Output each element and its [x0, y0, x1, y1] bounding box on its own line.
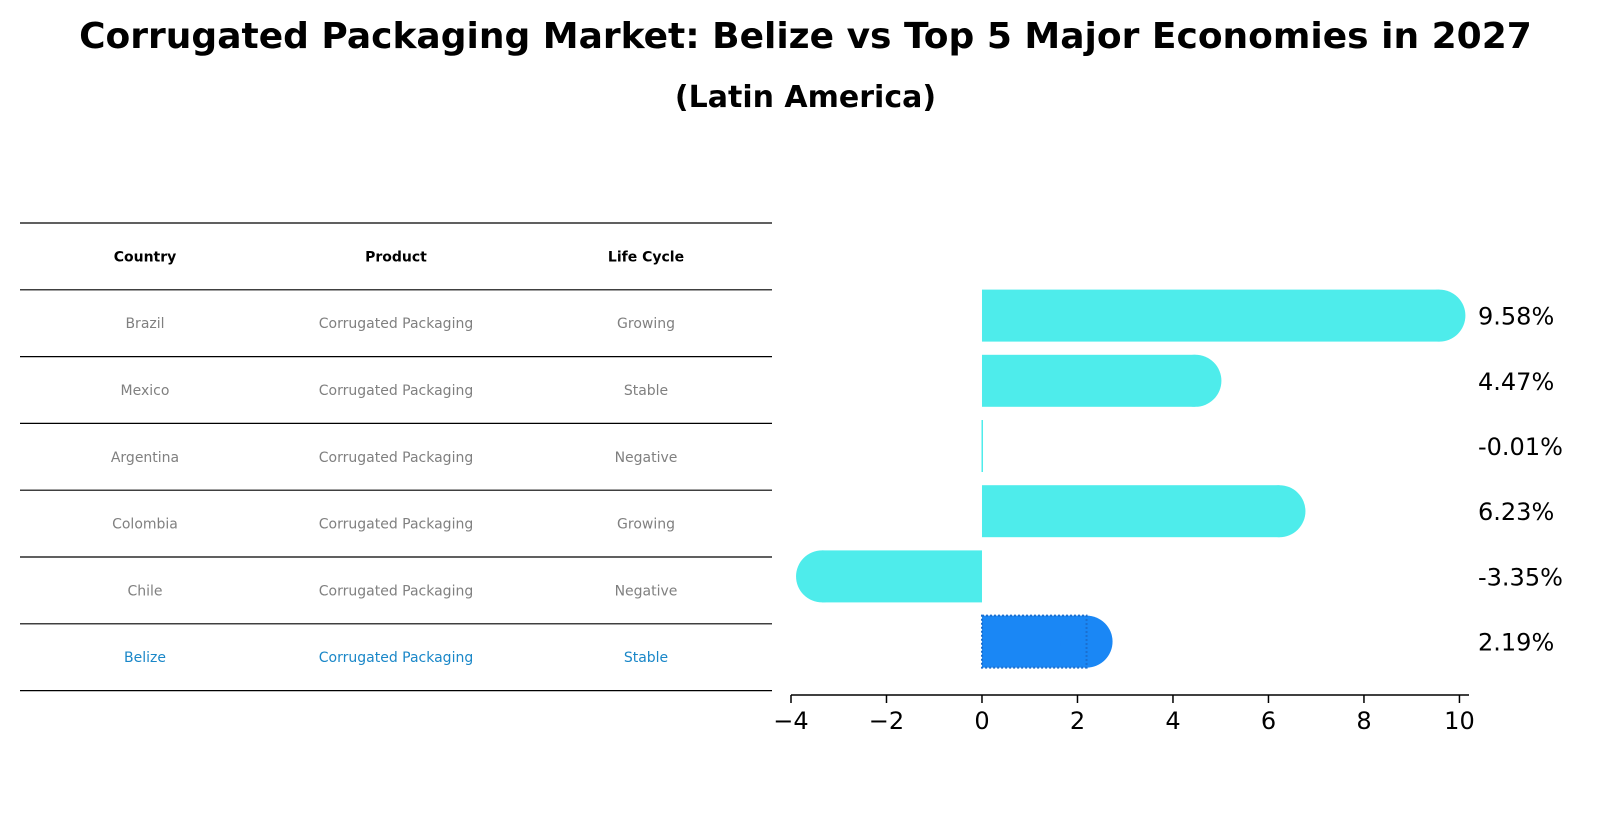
table-cell-life-cycle: Growing — [617, 517, 675, 533]
table-cell-country: Mexico — [121, 383, 170, 399]
data-label: 4.47% — [1478, 368, 1554, 396]
bar-brazil — [981, 289, 1466, 342]
bar-body — [981, 420, 983, 472]
table-cell-product: Corrugated Packaging — [319, 583, 473, 599]
data-label: -3.35% — [1478, 563, 1563, 591]
table-cell-product: Corrugated Packaging — [319, 383, 473, 399]
table-cell-country: Colombia — [112, 517, 178, 533]
chart-title: Corrugated Packaging Market: Belize vs T… — [79, 16, 1532, 57]
bar-cap — [1253, 485, 1306, 538]
table-cell-life-cycle: Growing — [617, 316, 675, 332]
table-cell-life-cycle: Negative — [615, 450, 678, 466]
bar-colombia — [981, 485, 1306, 538]
table-cell-product: Corrugated Packaging — [319, 316, 473, 332]
data-label: 6.23% — [1478, 498, 1554, 526]
table-cell-country: Belize — [124, 650, 166, 666]
data-label: 9.58% — [1478, 303, 1554, 331]
x-tick-label: 2 — [1070, 707, 1085, 735]
bar-cap — [796, 550, 849, 603]
table-cell-life-cycle: Negative — [615, 583, 678, 599]
x-tick-label: 10 — [1444, 707, 1475, 735]
table-cell-life-cycle: Stable — [624, 383, 668, 399]
data-label: 2.19% — [1478, 629, 1554, 657]
data-label: -0.01% — [1478, 433, 1563, 461]
table-cell-product: Corrugated Packaging — [319, 517, 473, 533]
bar-body — [981, 485, 1280, 538]
bar-mexico — [981, 354, 1222, 407]
bar-argentina — [981, 420, 983, 472]
bar-cap — [1060, 615, 1113, 668]
table-cell-country: Brazil — [125, 316, 164, 332]
bar-body — [981, 289, 1440, 342]
table-cell-product: Corrugated Packaging — [319, 650, 473, 666]
table-cell-country: Chile — [127, 583, 162, 599]
bar-body — [981, 354, 1196, 407]
bar-cap — [1413, 289, 1466, 342]
x-tick-label: −4 — [773, 707, 808, 735]
table-header-country: Country — [114, 249, 177, 265]
table-header-product: Product — [365, 249, 427, 265]
x-tick-label: 6 — [1261, 707, 1276, 735]
bar-highlight-outline — [980, 614, 1088, 669]
x-tick-label: 8 — [1356, 707, 1371, 735]
x-tick-label: 4 — [1165, 707, 1180, 735]
table-cell-country: Argentina — [111, 450, 179, 466]
x-tick-label: −2 — [869, 707, 904, 735]
x-tick-label: 0 — [974, 707, 989, 735]
bar-body — [822, 550, 982, 603]
table-cell-product: Corrugated Packaging — [319, 450, 473, 466]
table-header-life-cycle: Life Cycle — [608, 249, 684, 265]
bar-belize — [980, 614, 1113, 669]
bar-cap — [1169, 354, 1222, 407]
table-cell-life-cycle: Stable — [624, 650, 668, 666]
chart-subtitle: (Latin America) — [674, 80, 937, 115]
bar-chile — [796, 550, 982, 603]
